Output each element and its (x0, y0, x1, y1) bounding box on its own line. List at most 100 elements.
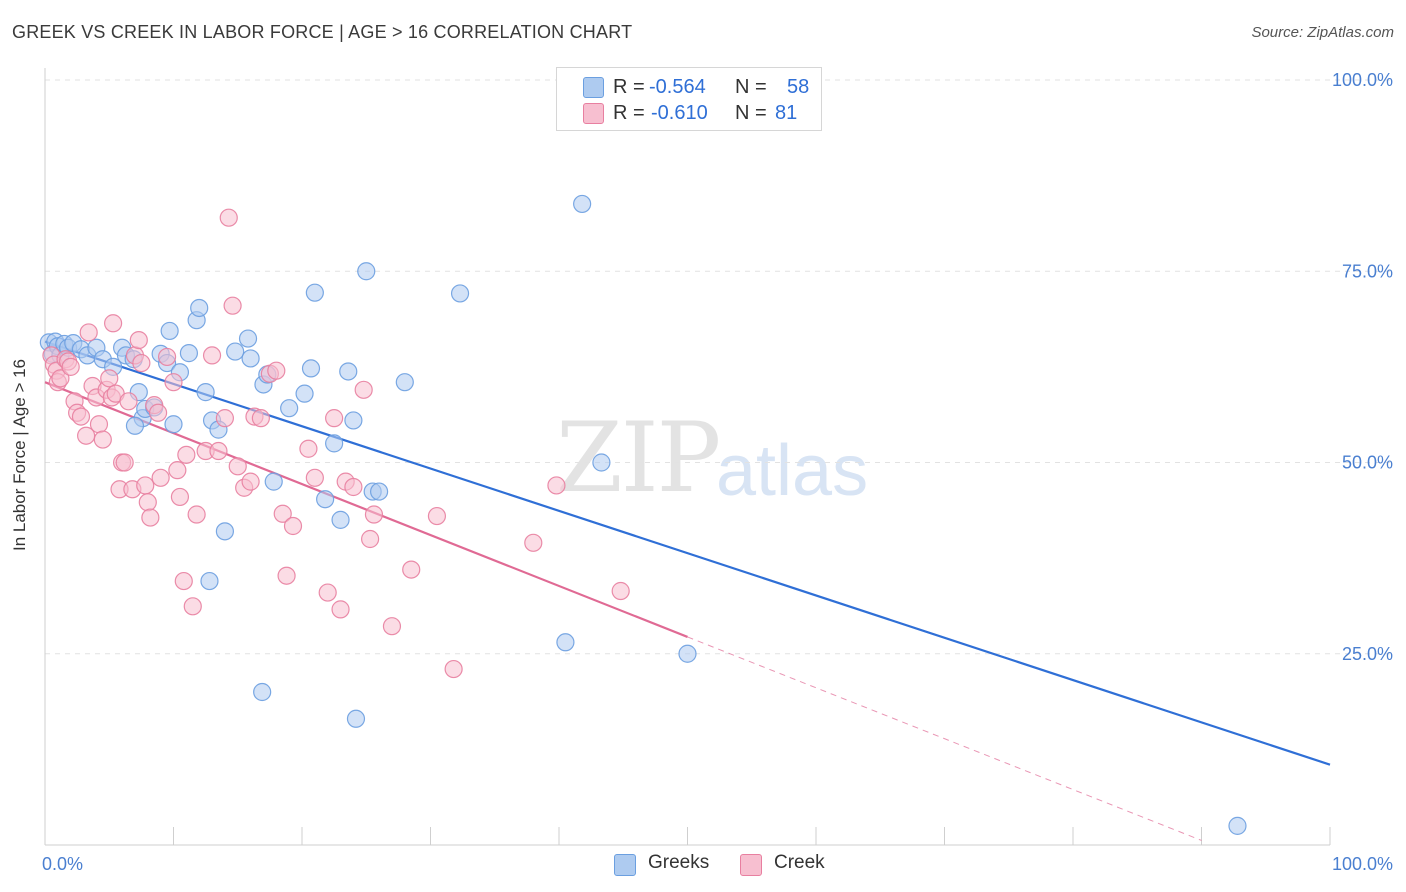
chart-title: GREEK VS CREEK IN LABOR FORCE | AGE > 16… (12, 22, 633, 42)
data-point-creek (267, 361, 286, 380)
trend-lines (44, 340, 1331, 841)
legend-r-label: R = (613, 76, 645, 98)
data-point-greeks (556, 633, 575, 652)
data-point-creek (325, 409, 344, 428)
legend-n-value: 81 (775, 102, 798, 124)
data-point-creek (177, 445, 196, 464)
data-point-greeks (325, 434, 344, 453)
data-point-greeks (678, 644, 697, 663)
bottom-legend-swatch-greeks (614, 854, 636, 876)
data-point-creek (115, 453, 134, 472)
data-point-creek (104, 314, 123, 333)
legend-r-label: R = (613, 102, 645, 124)
data-point-creek (141, 508, 160, 527)
data-point-creek (51, 369, 70, 388)
data-point-greeks (190, 298, 209, 318)
data-point-creek (138, 493, 157, 512)
grid-lines (45, 79, 1392, 655)
data-point-creek (299, 439, 318, 458)
watermark-zip: ZIP (556, 402, 721, 514)
tick-labels: 25.0% 50.0% 75.0% 100.0% 0.0% 100.0% (42, 70, 1393, 874)
bottom-legend-swatch-creek (740, 854, 762, 876)
data-point-creek (202, 346, 222, 365)
legend-n-label: N = (735, 76, 767, 98)
data-point-creek (71, 407, 91, 426)
data-point-creek (187, 505, 206, 524)
data-point-greeks (200, 571, 219, 591)
data-point-creek (427, 506, 447, 526)
data-points (39, 194, 1247, 835)
data-point-greeks (305, 283, 324, 302)
axes (44, 68, 1331, 846)
y-tick-label: 25.0% (1342, 644, 1393, 664)
data-point-creek (164, 373, 183, 392)
data-point-creek (402, 560, 421, 579)
data-point-greeks (160, 321, 179, 341)
data-point-greeks (253, 682, 272, 702)
data-point-creek (547, 476, 566, 495)
data-point-greeks (573, 194, 592, 214)
legend-r-value: -0.610 (651, 102, 708, 124)
data-point-greeks (125, 416, 145, 435)
data-point-creek (93, 430, 112, 449)
legend-swatch-greeks (583, 77, 604, 98)
data-point-creek (305, 468, 324, 487)
watermark-atlas: atlas (716, 431, 869, 511)
data-point-greeks (164, 415, 183, 434)
data-point-creek (209, 441, 228, 461)
data-point-creek (61, 357, 80, 376)
x-tick-label: 100.0% (1332, 854, 1393, 874)
legend-r-value: -0.564 (649, 76, 706, 98)
data-point-greeks (344, 411, 363, 430)
data-point-creek (151, 468, 170, 487)
y-tick-label: 50.0% (1342, 453, 1393, 473)
data-point-greeks (357, 262, 376, 281)
data-point-creek (183, 597, 202, 616)
data-point-greeks (238, 329, 258, 348)
data-point-greeks (215, 522, 234, 541)
data-point-creek (611, 581, 630, 601)
data-point-greeks (592, 453, 611, 472)
data-point-creek (219, 208, 238, 227)
y-tick-label: 75.0% (1342, 261, 1393, 281)
data-point-creek (215, 409, 234, 428)
data-point-greeks (331, 510, 350, 529)
data-point-creek (241, 472, 260, 491)
legend-row-greeks: R = -0.564 N = 58 (557, 76, 821, 100)
source-label: Source: ZipAtlas.com (1251, 24, 1394, 41)
legend-n-value: 58 (787, 76, 810, 98)
data-point-creek (361, 529, 380, 549)
data-point-creek (168, 461, 187, 480)
data-point-creek (318, 583, 337, 602)
data-point-creek (148, 403, 168, 422)
data-point-creek (331, 600, 350, 619)
data-point-creek (251, 409, 270, 428)
data-point-greeks (316, 490, 335, 509)
data-point-greeks (179, 344, 199, 363)
data-point-creek (79, 323, 98, 342)
data-point-greeks (301, 359, 321, 378)
data-point-greeks (295, 384, 314, 403)
legend-n-label: N = (735, 102, 767, 124)
y-tick-label: 100.0% (1332, 70, 1393, 90)
data-point-creek (89, 415, 109, 434)
data-point-creek (223, 296, 242, 315)
data-point-creek (157, 347, 177, 367)
data-point-creek (132, 353, 151, 373)
data-point-greeks (339, 362, 358, 381)
trend-line-greeks (44, 340, 1331, 766)
data-point-greeks (346, 709, 366, 728)
data-point-creek (170, 487, 190, 507)
data-point-greeks (264, 472, 283, 491)
data-point-greeks (280, 399, 299, 418)
stats-legend: R = -0.564 N = 58 R = -0.610 N = 81 (556, 67, 822, 131)
data-point-creek (354, 380, 373, 399)
data-point-creek (129, 331, 148, 350)
bottom-legend-label-greeks: Greeks (648, 852, 710, 873)
data-point-greeks (370, 482, 389, 501)
data-point-creek (344, 477, 363, 497)
legend-row-creek: R = -0.610 N = 81 (557, 102, 821, 126)
data-point-creek (174, 571, 193, 591)
data-point-greeks (450, 284, 470, 303)
